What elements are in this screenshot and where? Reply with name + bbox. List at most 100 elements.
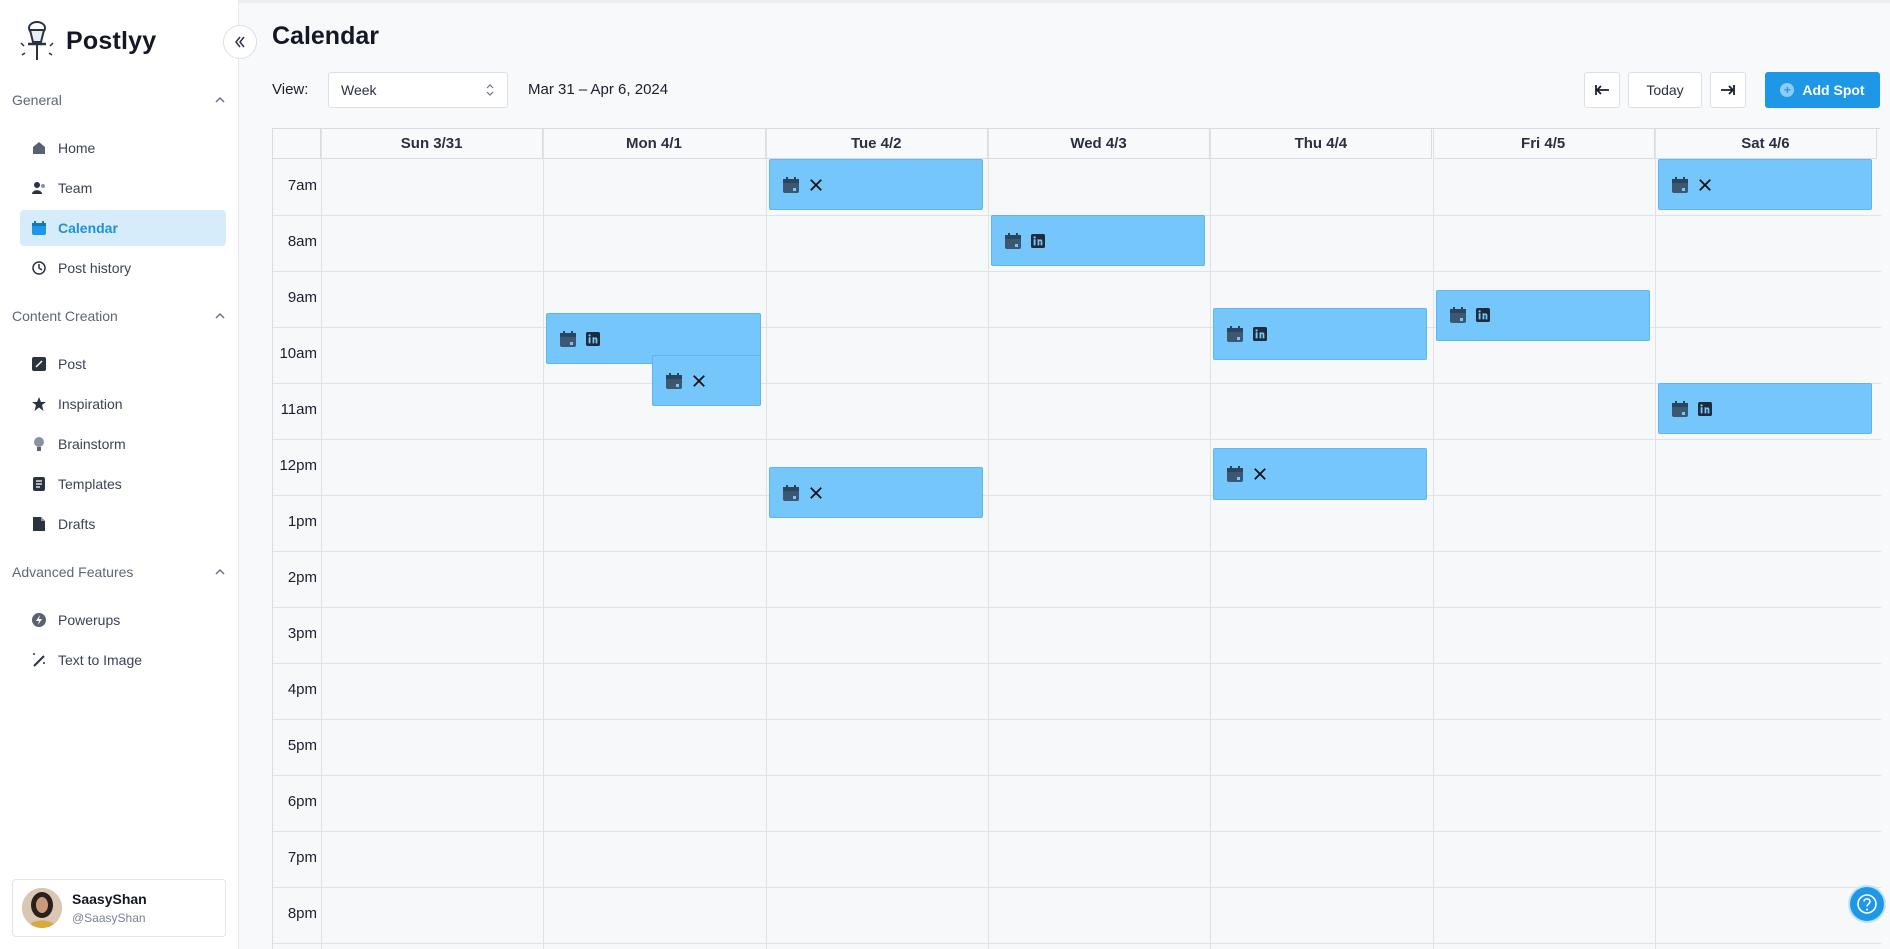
today-button[interactable]: Today: [1628, 72, 1702, 108]
hour-label: 10am: [279, 345, 317, 362]
hour-label: 7am: [287, 177, 317, 194]
user-profile-card[interactable]: SaasyShan @SaasyShan: [12, 879, 226, 937]
x-twitter-icon: [691, 373, 707, 389]
user-name: SaasyShan: [72, 891, 147, 907]
day-header[interactable]: Sun 3/31: [321, 129, 544, 159]
calendar-icon: [30, 219, 48, 237]
linkedin-icon: [1030, 233, 1046, 249]
scheduled-post-event[interactable]: [1657, 159, 1873, 211]
hour-label: 6pm: [287, 793, 317, 810]
sidebar-item-label: Text to Image: [58, 652, 143, 668]
hour-divider: [273, 327, 1881, 328]
sidebar-item-label: Post: [58, 356, 87, 372]
x-twitter-icon: [1252, 466, 1268, 482]
sidebar-item-calendar[interactable]: Calendar: [20, 210, 226, 246]
collapse-sidebar-button[interactable]: [223, 25, 257, 59]
day-header[interactable]: Mon 4/1: [543, 129, 766, 159]
calendar-icon: [1004, 232, 1022, 250]
scheduled-post-event[interactable]: [1213, 448, 1428, 500]
day-header[interactable]: Sat 4/6: [1654, 129, 1878, 159]
next-week-button[interactable]: [1710, 72, 1746, 108]
pencil-icon: [30, 355, 48, 373]
scheduled-post-event[interactable]: [768, 159, 983, 211]
page-title: Calendar: [272, 22, 379, 50]
sidebar-item-brainstorm[interactable]: Brainstorm: [20, 426, 226, 462]
linkedin-icon: [1252, 326, 1268, 342]
add-spot-button[interactable]: + Add Spot: [1765, 72, 1880, 108]
calendar-icon: [1449, 306, 1467, 324]
top-border: [0, 0, 1890, 3]
hour-divider: [273, 607, 1881, 608]
user-handle: @SaasyShan: [72, 911, 146, 925]
section-content-creation[interactable]: Content Creation: [12, 308, 226, 324]
arrow-right-icon: [1721, 85, 1735, 95]
day-column-divider: [1432, 129, 1434, 949]
history-icon: [30, 259, 48, 277]
magic-wand-icon: [30, 651, 48, 669]
sidebar-item-drafts[interactable]: Drafts: [20, 506, 226, 542]
scheduled-post-event[interactable]: [990, 215, 1206, 267]
day-column-divider: [1210, 129, 1212, 949]
view-label: View:: [272, 81, 309, 98]
sidebar-item-label: Home: [58, 140, 96, 156]
sidebar-item-post-history[interactable]: Post history: [20, 250, 226, 286]
section-advanced-features[interactable]: Advanced Features: [12, 564, 226, 580]
hour-divider: [273, 439, 1881, 440]
hour-label: 9am: [287, 289, 317, 306]
x-twitter-icon: [1697, 177, 1713, 193]
sidebar-item-home[interactable]: Home: [20, 130, 226, 166]
help-question-icon: [1857, 894, 1877, 914]
calendar-icon: [1226, 325, 1244, 343]
chevron-up-icon: [215, 568, 225, 575]
day-header[interactable]: Tue 4/2: [765, 129, 988, 159]
hour-divider: [273, 887, 1881, 888]
add-spot-label: Add Spot: [1802, 82, 1865, 98]
hour-divider: [273, 495, 1881, 496]
calendar-icon: [1226, 465, 1244, 483]
hour-label: 7pm: [287, 849, 317, 866]
sidebar-item-label: Brainstorm: [58, 436, 126, 452]
hour-label: 11am: [280, 401, 317, 418]
sidebar-item-text-to-image[interactable]: Text to Image: [20, 642, 226, 678]
hour-label: 5pm: [287, 737, 317, 754]
day-column-divider: [987, 129, 989, 949]
hour-divider: [273, 271, 1881, 272]
sidebar-item-powerups[interactable]: Powerups: [20, 602, 226, 638]
bolt-icon: [30, 611, 48, 629]
app-name: Postlyy: [66, 26, 157, 55]
sidebar-item-label: Team: [58, 180, 93, 196]
hour-label: 4pm: [287, 681, 317, 698]
hour-label: 3pm: [287, 625, 317, 642]
scheduled-post-event[interactable]: [768, 467, 983, 519]
section-general[interactable]: General: [12, 92, 226, 108]
chevron-up-icon: [215, 312, 225, 319]
prev-week-button[interactable]: [1584, 72, 1620, 108]
brand[interactable]: Postlyy: [20, 20, 156, 62]
hour-divider: [273, 663, 1881, 664]
view-select[interactable]: Week: [328, 72, 508, 108]
day-column-divider: [1654, 129, 1656, 949]
x-twitter-icon: [808, 177, 824, 193]
sidebar-item-post[interactable]: Post: [20, 346, 226, 382]
sidebar-item-team[interactable]: Team: [20, 170, 226, 206]
scheduled-post-event[interactable]: [1213, 308, 1428, 360]
day-column-divider: [543, 129, 545, 949]
sidebar: Postlyy General Home Team Calendar Post …: [0, 0, 239, 949]
scheduled-post-event[interactable]: [1657, 383, 1873, 435]
sidebar-item-label: Powerups: [58, 612, 121, 628]
scheduled-post-event[interactable]: [1435, 289, 1650, 341]
view-select-value: Week: [341, 82, 377, 98]
help-button[interactable]: [1848, 885, 1886, 923]
sidebar-item-label: Drafts: [58, 516, 96, 532]
day-header[interactable]: Wed 4/3: [987, 129, 1211, 159]
day-header[interactable]: Thu 4/4: [1210, 129, 1433, 159]
home-icon: [30, 139, 48, 157]
scheduled-post-event[interactable]: [652, 355, 761, 407]
hour-divider: [273, 943, 1881, 944]
sidebar-item-templates[interactable]: Templates: [20, 466, 226, 502]
hour-label: 2pm: [287, 569, 317, 586]
chevron-updown-icon: [486, 84, 494, 96]
sidebar-item-inspiration[interactable]: Inspiration: [20, 386, 226, 422]
chevron-up-icon: [215, 96, 225, 103]
day-header[interactable]: Fri 4/5: [1432, 129, 1655, 159]
